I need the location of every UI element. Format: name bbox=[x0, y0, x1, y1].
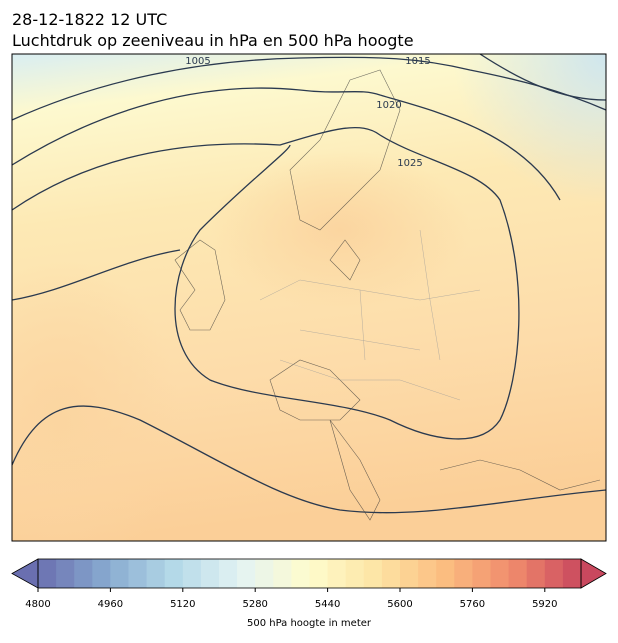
colorbar-bin bbox=[56, 559, 75, 588]
isobar bbox=[12, 56, 606, 121]
colorbar-frame bbox=[37, 558, 582, 589]
colorbar-bin bbox=[562, 559, 582, 588]
colorbar-bin bbox=[182, 559, 202, 588]
colorbar-bin bbox=[219, 559, 238, 588]
title: 28-12-1822 12 UTC bbox=[12, 10, 167, 29]
colorbar-tick-label: 5120 bbox=[170, 599, 195, 610]
map-frame bbox=[11, 53, 607, 542]
colorbar-tick-label: 4960 bbox=[98, 599, 123, 610]
colorbar-bin bbox=[92, 559, 111, 588]
colorbar-bin bbox=[110, 559, 129, 588]
colorbar-bin bbox=[526, 559, 546, 588]
colorbar-bin bbox=[436, 559, 455, 588]
colorbar-tick-label: 5280 bbox=[242, 599, 267, 610]
colorbar-bin bbox=[400, 559, 419, 588]
colorbar-bin bbox=[472, 559, 491, 588]
colorbar-tick-label: 5920 bbox=[532, 599, 557, 610]
colorbar-bin bbox=[291, 559, 310, 588]
isobar-label: 1025 bbox=[397, 158, 422, 169]
colorbar-bin bbox=[38, 559, 57, 588]
isobar-label: 1020 bbox=[376, 100, 401, 111]
isobar bbox=[12, 87, 561, 201]
colorbar-bin bbox=[164, 559, 184, 588]
colorbar-bin bbox=[327, 559, 347, 588]
subtitle: Luchtdruk op zeeniveau in hPa en 500 hPa… bbox=[12, 31, 414, 50]
colorbar-tick-label: 5600 bbox=[387, 599, 412, 610]
colorbar-bin bbox=[273, 559, 292, 588]
colorbar-bin bbox=[418, 559, 437, 588]
colorbar-tick-label: 5440 bbox=[315, 599, 340, 610]
isobar bbox=[12, 126, 520, 440]
colorbar: 4800 4960 5120 5280 5440 5600 5760 5920 bbox=[11, 558, 607, 610]
colorbar-bin bbox=[508, 559, 528, 588]
colorbar-bin bbox=[454, 559, 473, 588]
colorbar-bin bbox=[490, 559, 510, 588]
isobar bbox=[479, 54, 606, 101]
colorbar-bin bbox=[200, 559, 220, 588]
map bbox=[12, 54, 606, 541]
isobar bbox=[12, 405, 606, 514]
colorbar-bin bbox=[363, 559, 383, 588]
isobar bbox=[12, 249, 181, 301]
colorbar-extend-low bbox=[11, 558, 39, 589]
colorbar-bin bbox=[237, 559, 256, 588]
colorbar-bin bbox=[345, 559, 365, 588]
colorbar-bin bbox=[309, 559, 329, 588]
colorbar-bin bbox=[128, 559, 148, 588]
colorbar-bin bbox=[146, 559, 166, 588]
colorbar-extend-high bbox=[580, 558, 607, 589]
colorbar-bin bbox=[544, 559, 564, 588]
colorbar-bin bbox=[74, 559, 93, 588]
colorbar-bin bbox=[255, 559, 274, 588]
colorbar-label: 500 hPa hoogte in meter bbox=[247, 618, 372, 629]
isobar-label: 1015 bbox=[405, 56, 430, 67]
colorbar-tick-label: 5760 bbox=[460, 599, 485, 610]
colorbar-tick-label: 4800 bbox=[25, 599, 50, 610]
colorbar-bin bbox=[381, 559, 401, 588]
isobar-label: 1005 bbox=[185, 56, 210, 67]
